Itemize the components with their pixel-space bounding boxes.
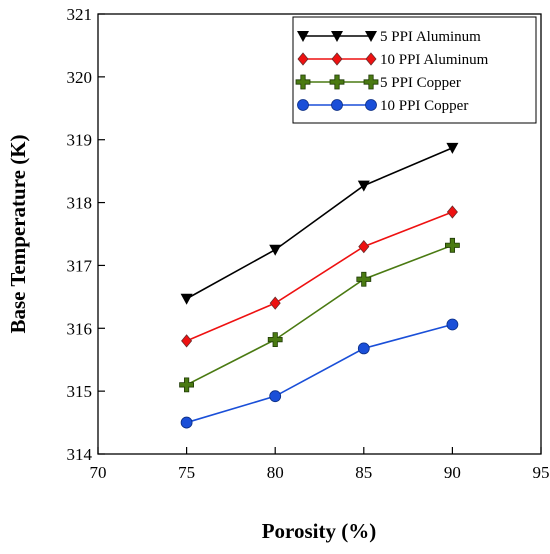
x-tick-label: 80 [267, 463, 284, 482]
triangle-down-marker [180, 293, 193, 305]
legend-label: 5 PPI Aluminum [380, 29, 481, 45]
circle-marker [446, 318, 459, 331]
y-tick-label: 316 [67, 319, 93, 338]
circle-marker [269, 390, 282, 403]
x-axis: 70 75 80 85 90 95 [90, 447, 550, 482]
diamond-marker [358, 239, 370, 254]
series-2 [181, 205, 458, 348]
x-tick-label: 95 [533, 463, 550, 482]
plus-marker [356, 271, 372, 287]
legend-item: 5 PPI Aluminum [297, 29, 481, 45]
legend-item: 10 PPI Copper [297, 98, 468, 114]
y-tick-label: 319 [67, 131, 93, 150]
legend-item: 10 PPI Aluminum [297, 52, 489, 68]
triangle-down-marker [297, 31, 309, 42]
triangle-down-marker [446, 142, 459, 154]
series-line [186, 147, 453, 300]
x-axis-title: Porosity (%) [262, 519, 377, 543]
y-tick-label: 314 [67, 445, 93, 464]
x-tick-label: 75 [178, 463, 195, 482]
triangle-down-marker [331, 31, 343, 42]
y-axis: 314 315 316 317 318 319 320 321 [67, 5, 105, 464]
plot-area [97, 13, 542, 455]
y-tick-label: 320 [67, 68, 93, 87]
x-tick-label: 70 [90, 463, 107, 482]
plus-marker [179, 377, 194, 393]
series-4 [180, 318, 459, 429]
legend: 5 PPI Aluminum 10 PPI Aluminum 5 PPI Coppe… [292, 16, 537, 124]
circle-marker [180, 416, 193, 429]
circle-marker [365, 99, 377, 111]
circle-marker [331, 99, 343, 111]
legend-label: 5 PPI Copper [380, 75, 461, 91]
y-axis-title: Base Temperature (K) [6, 134, 30, 333]
series-3 [179, 237, 460, 393]
triangle-down-marker [269, 244, 282, 256]
triangle-down-marker [357, 180, 370, 192]
triangle-down-marker [365, 31, 377, 42]
diamond-marker [181, 334, 193, 348]
series-line [186, 244, 453, 386]
diamond-marker [365, 52, 377, 66]
legend-label: 10 PPI Aluminum [380, 52, 489, 68]
y-tick-label: 315 [67, 382, 93, 401]
y-tick-label: 321 [67, 5, 93, 24]
series-1 [180, 142, 459, 305]
diamond-marker [331, 52, 343, 66]
diamond-marker [269, 296, 281, 310]
series-line [186, 323, 453, 424]
circle-marker [297, 99, 309, 111]
series-line [186, 211, 453, 342]
plus-marker [329, 74, 345, 90]
plus-marker [445, 237, 460, 253]
legend-label: 10 PPI Copper [380, 98, 468, 114]
diamond-marker [446, 205, 458, 219]
x-tick-label: 90 [444, 463, 461, 482]
circle-marker [357, 342, 370, 355]
plus-marker [363, 74, 379, 90]
diamond-marker [297, 52, 309, 66]
y-tick-label: 317 [67, 256, 93, 275]
series-layer [179, 142, 460, 429]
plus-marker [295, 74, 311, 90]
plus-marker [267, 332, 283, 347]
y-tick-label: 318 [67, 194, 93, 213]
x-tick-label: 85 [355, 463, 372, 482]
legend-item: 5 PPI Copper [295, 74, 461, 91]
